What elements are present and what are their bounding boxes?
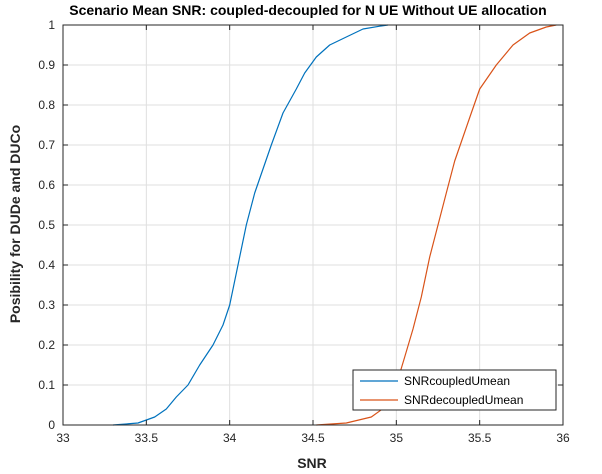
x-tick-label: 33 (56, 431, 70, 445)
x-tick-label: 35.5 (468, 431, 492, 445)
y-tick-label: 0.9 (38, 58, 55, 72)
legend: SNRcoupledUmean SNRdecoupledUmean (352, 369, 557, 411)
x-tick-label: 36 (556, 431, 570, 445)
y-tick-label: 0.5 (38, 218, 55, 232)
y-tick-label: 0.3 (38, 298, 55, 312)
y-tick-label: 0.2 (38, 338, 55, 352)
y-tick-label: 0.6 (38, 178, 55, 192)
x-tick-label: 34 (223, 431, 237, 445)
tick-marks (62, 24, 564, 426)
y-tick-label: 1 (48, 18, 55, 32)
legend-box (352, 369, 557, 411)
y-axis-label: Posibility for DUDe and DUCo (7, 125, 23, 323)
legend-label-decoupled: SNRdecoupledUmean (404, 393, 523, 407)
y-tick-label: 0.8 (38, 98, 55, 112)
legend-label-coupled: SNRcoupledUmean (404, 374, 510, 388)
y-tick-label: 0.1 (38, 378, 55, 392)
x-tick-label: 34.5 (301, 431, 325, 445)
y-tick-label: 0 (48, 418, 55, 432)
x-tick-label: 35 (390, 431, 404, 445)
chart-title: Scenario Mean SNR: coupled-decoupled for… (69, 2, 546, 18)
gridlines (63, 25, 563, 425)
x-axis-label: SNR (297, 455, 327, 471)
series-line-coupled (112, 24, 389, 426)
y-tick-label: 0.7 (38, 138, 55, 152)
x-tick-label: 33.5 (135, 431, 159, 445)
y-tick-labels: 0 0.1 0.2 0.3 0.4 0.5 0.6 0.7 0.8 0.9 1 (38, 18, 55, 432)
y-tick-label: 0.4 (38, 258, 55, 272)
x-tick-labels: 33 33.5 34 34.5 35 35.5 36 (56, 431, 570, 445)
